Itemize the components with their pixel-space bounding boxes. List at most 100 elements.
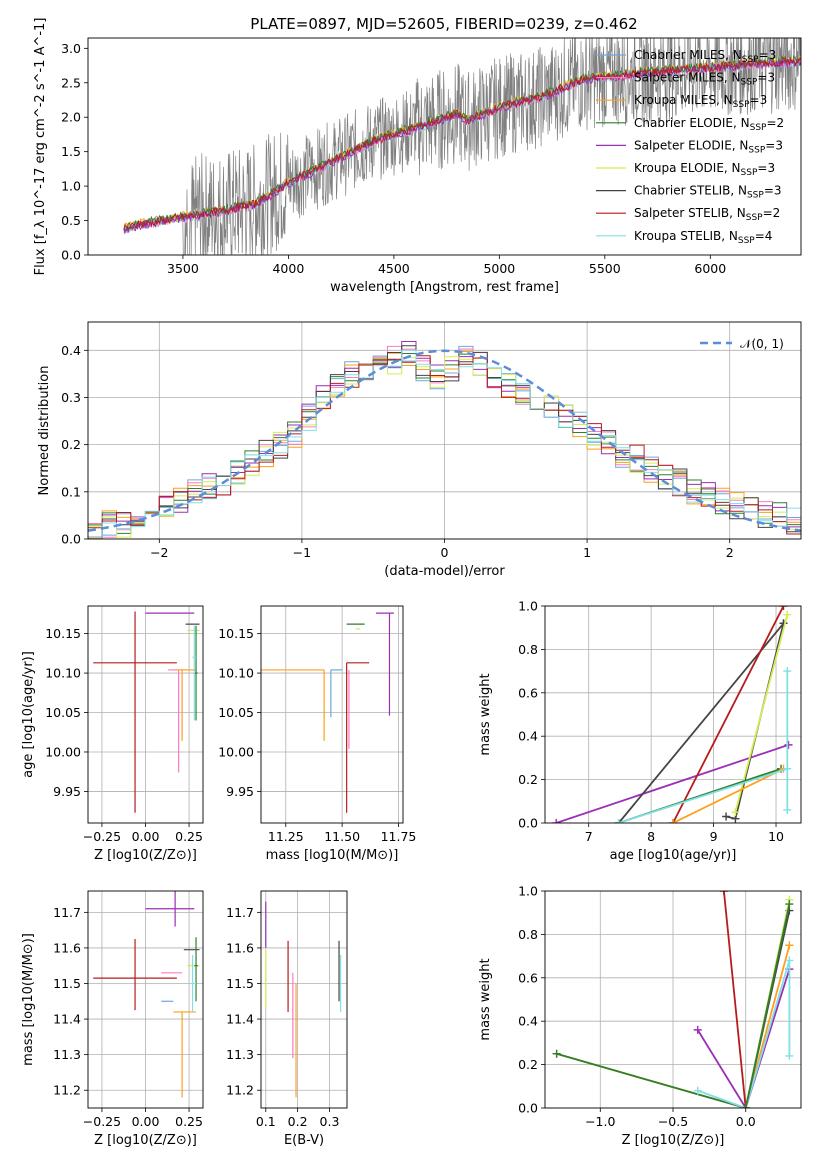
y-tick-label: 0.8 <box>518 642 538 657</box>
axes-frame <box>87 890 204 1109</box>
y-axis-label: mass [log10(M/M⊙)] <box>21 933 36 1066</box>
legend-label: Kroupa ELODIE, NSSP=3 <box>634 161 775 178</box>
data-point-marker <box>552 1049 561 1058</box>
y-tick-label: 11.6 <box>53 940 81 955</box>
model-spectrum <box>123 56 801 231</box>
x-tick-label: 7 <box>585 829 593 844</box>
x-tick-label: −2 <box>150 545 168 560</box>
plot-area-age-vs-mass <box>261 606 403 823</box>
x-tick-label: 9 <box>710 829 718 844</box>
plot-area-mass-vs-EBV <box>261 891 347 1108</box>
x-tick-label: −0.25 <box>83 1114 121 1129</box>
y-tick-label: 2.0 <box>61 110 81 125</box>
y-tick-label: 11.4 <box>53 1012 81 1027</box>
legend-entry: Salpeter MILES, NSSP=3 <box>596 71 775 88</box>
x-tick-label: 0.2 <box>288 1114 308 1129</box>
y-tick-label: 0.5 <box>61 213 81 228</box>
y-tick-label: 1.5 <box>61 144 81 159</box>
y-tick-label: 10.05 <box>218 705 254 720</box>
y-axis-label: Normed distribution <box>37 366 52 496</box>
x-axis-label: wavelength [Angstrom, rest frame] <box>330 280 559 295</box>
x-tick-label: 0 <box>441 545 449 560</box>
x-tick-label: 0.3 <box>320 1114 340 1129</box>
legend-label: Salpeter ELODIE, NSSP=3 <box>634 138 783 155</box>
data-point-marker <box>779 606 788 610</box>
data-point-marker <box>784 740 793 749</box>
legend-entry: Kroupa ELODIE, NSSP=3 <box>596 161 775 178</box>
x-axis-label: E(B-V) <box>284 1133 324 1148</box>
plot-area-age-vs-Z <box>88 606 203 823</box>
y-tick-label: 10.15 <box>218 626 254 641</box>
mass-weight-line <box>696 968 791 1108</box>
x-tick-label: −0.25 <box>83 829 121 844</box>
mass-weight-line <box>697 960 791 1108</box>
legend-label: 𝒩(0, 1) <box>740 337 784 351</box>
plot-area-mass-weight-vs-Z <box>545 891 801 1108</box>
x-tick-label: 4500 <box>378 261 410 276</box>
y-tick-label: 3.0 <box>61 41 81 56</box>
x-axis-label: (data-model)/error <box>384 564 505 579</box>
legend-entry: Chabrier ELODIE, NSSP=2 <box>596 116 784 133</box>
figure-title: PLATE=0897, MJD=52605, FIBERID=0239, z=0… <box>250 15 637 33</box>
x-tick-label: 1 <box>583 545 591 560</box>
mass-weight-line <box>734 614 789 813</box>
x-tick-label: 3500 <box>167 261 199 276</box>
y-tick-label: 1.0 <box>518 599 538 614</box>
y-axis-label: Flux [f_λ 10^-17 erg cm^-2 s^-1 A^-1] <box>33 18 48 276</box>
x-tick-label: 11.50 <box>324 829 360 844</box>
panel-mass-weight-vs-age: 7 8 9 10 0.0 0.2 0.4 0.6 0.8 1.0 age [log10(age/yr… <box>478 599 802 863</box>
data-point-marker <box>785 1051 794 1060</box>
axes-frame <box>87 37 802 256</box>
y-tick-label: 0.4 <box>518 1014 538 1029</box>
data-point-marker <box>552 819 561 823</box>
y-tick-label: 0.0 <box>518 1101 538 1116</box>
axes-frame <box>260 605 404 824</box>
y-tick-label: 0.0 <box>61 532 81 547</box>
legend-entry: Chabrier STELIB, NSSP=3 <box>596 184 782 201</box>
y-axis-label: mass weight <box>478 958 493 1040</box>
y-tick-label: 11.4 <box>226 1012 254 1027</box>
y-tick-label: 0.2 <box>61 437 81 452</box>
legend-label: Kroupa MILES, NSSP=3 <box>634 93 767 110</box>
legend-entry: Salpeter ELODIE, NSSP=3 <box>596 138 783 155</box>
legend-label: Salpeter MILES, NSSP=3 <box>634 71 775 88</box>
data-point-marker <box>693 1086 702 1095</box>
y-tick-label: 10.00 <box>45 744 81 759</box>
x-tick-label: −1 <box>293 545 311 560</box>
y-tick-label: 0.1 <box>61 484 81 499</box>
axes-frame <box>260 890 348 1109</box>
x-tick-label: 0.25 <box>175 829 203 844</box>
legend-entry: Kroupa STELIB, NSSP=4 <box>596 229 772 246</box>
legend-label: Chabrier ELODIE, NSSP=2 <box>634 116 784 133</box>
x-tick-label: 11.75 <box>381 829 417 844</box>
y-tick-label: 11.7 <box>226 905 254 920</box>
data-point-marker <box>783 667 792 676</box>
x-tick-label: 0.00 <box>132 1114 160 1129</box>
x-tick-label: −1.0 <box>585 1114 615 1129</box>
x-axis-label: age [log10(age/yr)] <box>610 848 737 863</box>
plot-area-residuals <box>88 322 801 539</box>
axes-frame <box>544 605 802 824</box>
y-tick-label: 0.3 <box>61 390 81 405</box>
panel-age-vs-Z: −0.25 0.00 0.25 9.95 10.00 10.05 10.10 10.15 Z [… <box>21 605 204 863</box>
y-axis-label: age [log10(age/yr)] <box>21 651 36 778</box>
x-tick-label: 0.0 <box>736 1114 756 1129</box>
panel-spectrum: 3500 4000 4500 5000 5500 6000 0.0 0.5 1.0 1.5 2.0 2… <box>33 18 802 295</box>
x-tick-label: −0.5 <box>658 1114 688 1129</box>
x-tick-label: 2 <box>726 545 734 560</box>
y-tick-label: 11.3 <box>53 1047 81 1062</box>
x-axis-label: mass [log10(M/M⊙)] <box>266 848 399 863</box>
y-tick-label: 11.5 <box>53 976 81 991</box>
y-tick-label: 10.05 <box>45 705 81 720</box>
data-point-marker <box>785 941 794 950</box>
data-point-marker <box>731 808 740 817</box>
y-tick-label: 0.2 <box>518 1057 538 1072</box>
y-tick-label: 1.0 <box>518 884 538 899</box>
y-tick-label: 9.95 <box>226 784 254 799</box>
normal-curve <box>88 349 801 532</box>
legend-entry: Chabrier MILES, NSSP=3 <box>596 48 776 65</box>
x-tick-label: 11.25 <box>268 829 304 844</box>
panel-mass-weight-vs-Z: −1.0 −0.5 0.0 0.0 0.2 0.4 0.6 0.8 1.0 Z [log10(Z/… <box>478 884 802 1148</box>
x-tick-label: 0.00 <box>132 829 160 844</box>
axes-frame <box>87 605 204 824</box>
